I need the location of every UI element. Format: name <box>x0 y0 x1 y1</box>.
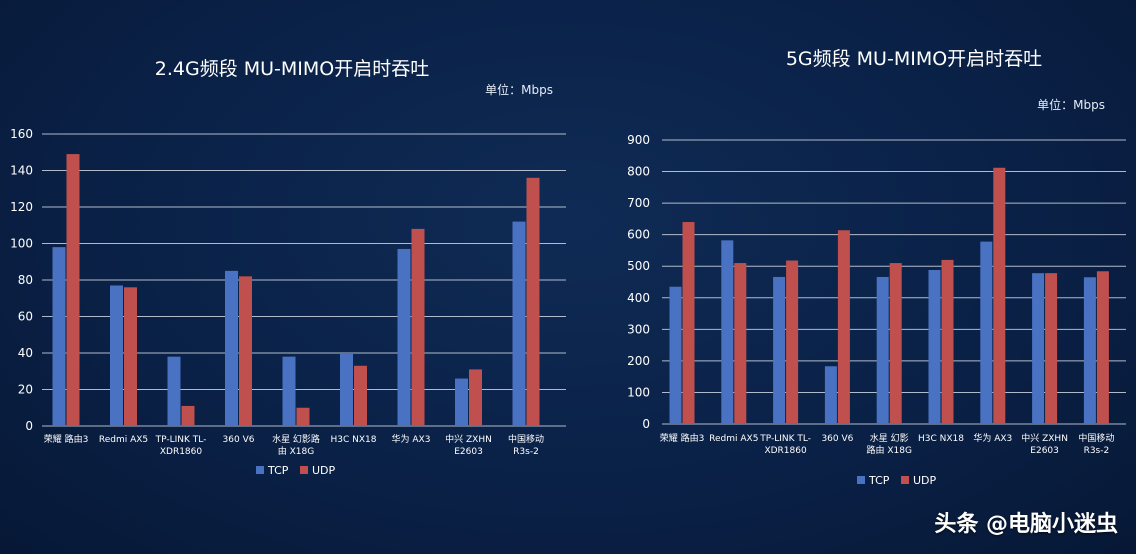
y-tick-label: 300 <box>627 322 650 336</box>
bar-udp <box>837 230 850 424</box>
bar-udp <box>66 154 80 426</box>
y-tick-label: 60 <box>18 310 33 324</box>
y-tick-label: 40 <box>18 346 33 360</box>
bar-tcp <box>110 285 123 426</box>
bar-tcp <box>876 276 889 424</box>
x-tick-label: 中兴 ZXHN E2603 <box>445 433 492 457</box>
y-tick-label: 100 <box>10 237 33 251</box>
bar-tcp <box>512 221 526 426</box>
x-tick-label: 华为 AX3 <box>973 432 1012 444</box>
bar-udp <box>993 167 1006 424</box>
bar-udp <box>526 177 540 426</box>
bar-udp <box>1096 271 1109 424</box>
bar-udp <box>411 228 425 426</box>
y-tick-label: 160 <box>10 127 33 141</box>
x-tick-label: 水星 幻影路由 X18G <box>272 433 320 457</box>
bar-udp <box>239 276 252 426</box>
bar-udp <box>1045 273 1058 424</box>
bar-tcp <box>669 286 682 424</box>
bar-tcp <box>1032 273 1045 424</box>
legend-swatch-tcp <box>857 476 865 484</box>
y-tick-label: 20 <box>18 383 33 397</box>
x-tick-label: 荣耀 路由3 <box>660 432 705 444</box>
y-tick-label: 140 <box>10 164 33 178</box>
y-tick-label: 500 <box>627 259 650 273</box>
bar-udp <box>734 263 747 424</box>
bar-tcp <box>824 366 837 424</box>
legend-label-tcp: TCP <box>267 464 289 477</box>
y-tick-label: 400 <box>627 291 650 305</box>
y-tick-label: 700 <box>627 196 650 210</box>
x-tick-label: H3C NX18 <box>918 434 964 444</box>
legend-label-udp: UDP <box>312 464 336 477</box>
bar-udp <box>296 407 310 426</box>
y-tick-label: 120 <box>10 200 33 214</box>
y-tick-label: 800 <box>627 165 650 179</box>
y-tick-label: 100 <box>627 385 650 399</box>
unit-label: 单位：Mbps <box>485 82 553 97</box>
y-tick-label: 0 <box>642 417 650 431</box>
x-tick-label: 华为 AX3 <box>392 433 431 445</box>
bar-udp <box>124 287 137 426</box>
y-tick-label: 900 <box>627 133 650 147</box>
bar-udp <box>941 259 954 424</box>
x-tick-label: TP-LINK TL-XDR1860 <box>759 434 811 456</box>
x-tick-label: 荣耀 路由3 <box>44 433 89 445</box>
bar-udp <box>354 365 367 426</box>
bar-tcp <box>455 378 468 426</box>
x-tick-label: H3C NX18 <box>331 435 377 445</box>
bar-tcp <box>282 356 296 426</box>
x-tick-label: 360 V6 <box>821 434 853 444</box>
bar-udp <box>469 369 482 426</box>
x-tick-label: 水星 幻影路由 X18G <box>866 432 911 456</box>
bar-tcp <box>397 248 411 426</box>
legend-swatch-udp <box>300 466 308 474</box>
bar-udp <box>682 222 695 424</box>
bar-udp <box>889 263 902 424</box>
bar-tcp <box>980 241 993 424</box>
bar-tcp <box>721 240 734 424</box>
legend-swatch-udp <box>901 476 909 484</box>
bar-udp <box>786 260 799 424</box>
y-tick-label: 80 <box>18 273 33 287</box>
x-tick-label: 中兴 ZXHN E2603 <box>1021 432 1068 456</box>
x-tick-label: Redmi AX5 <box>709 434 758 444</box>
bar-tcp <box>340 353 353 426</box>
legend-label-udp: UDP <box>913 474 937 487</box>
x-tick-label: 360 V6 <box>223 435 255 445</box>
x-tick-label: 中国移动 R3s-2 <box>1078 432 1114 456</box>
y-tick-label: 0 <box>25 419 33 433</box>
bar-tcp <box>225 270 238 426</box>
bar-tcp <box>928 270 941 424</box>
bar-udp <box>181 405 195 426</box>
chart-title: 2.4G频段 MU-MIMO开启时吞吐 <box>155 58 429 80</box>
unit-label: 单位：Mbps <box>1037 97 1105 112</box>
legend-label-tcp: TCP <box>868 474 890 487</box>
bar-tcp <box>52 247 66 426</box>
chart-title: 5G频段 MU-MIMO开启时吞吐 <box>786 48 1042 70</box>
bar-tcp <box>773 276 786 424</box>
x-tick-label: TP-LINK TL-XDR1860 <box>155 435 207 457</box>
x-tick-label: Redmi AX5 <box>99 435 148 445</box>
x-tick-label: 中国移动 R3s-2 <box>508 433 544 457</box>
bar-tcp <box>1083 277 1096 424</box>
bar-tcp <box>167 356 181 426</box>
y-tick-label: 200 <box>627 354 650 368</box>
watermark: 头条 @电脑小迷虫 <box>934 512 1118 537</box>
legend-swatch-tcp <box>256 466 264 474</box>
y-tick-label: 600 <box>627 228 650 242</box>
